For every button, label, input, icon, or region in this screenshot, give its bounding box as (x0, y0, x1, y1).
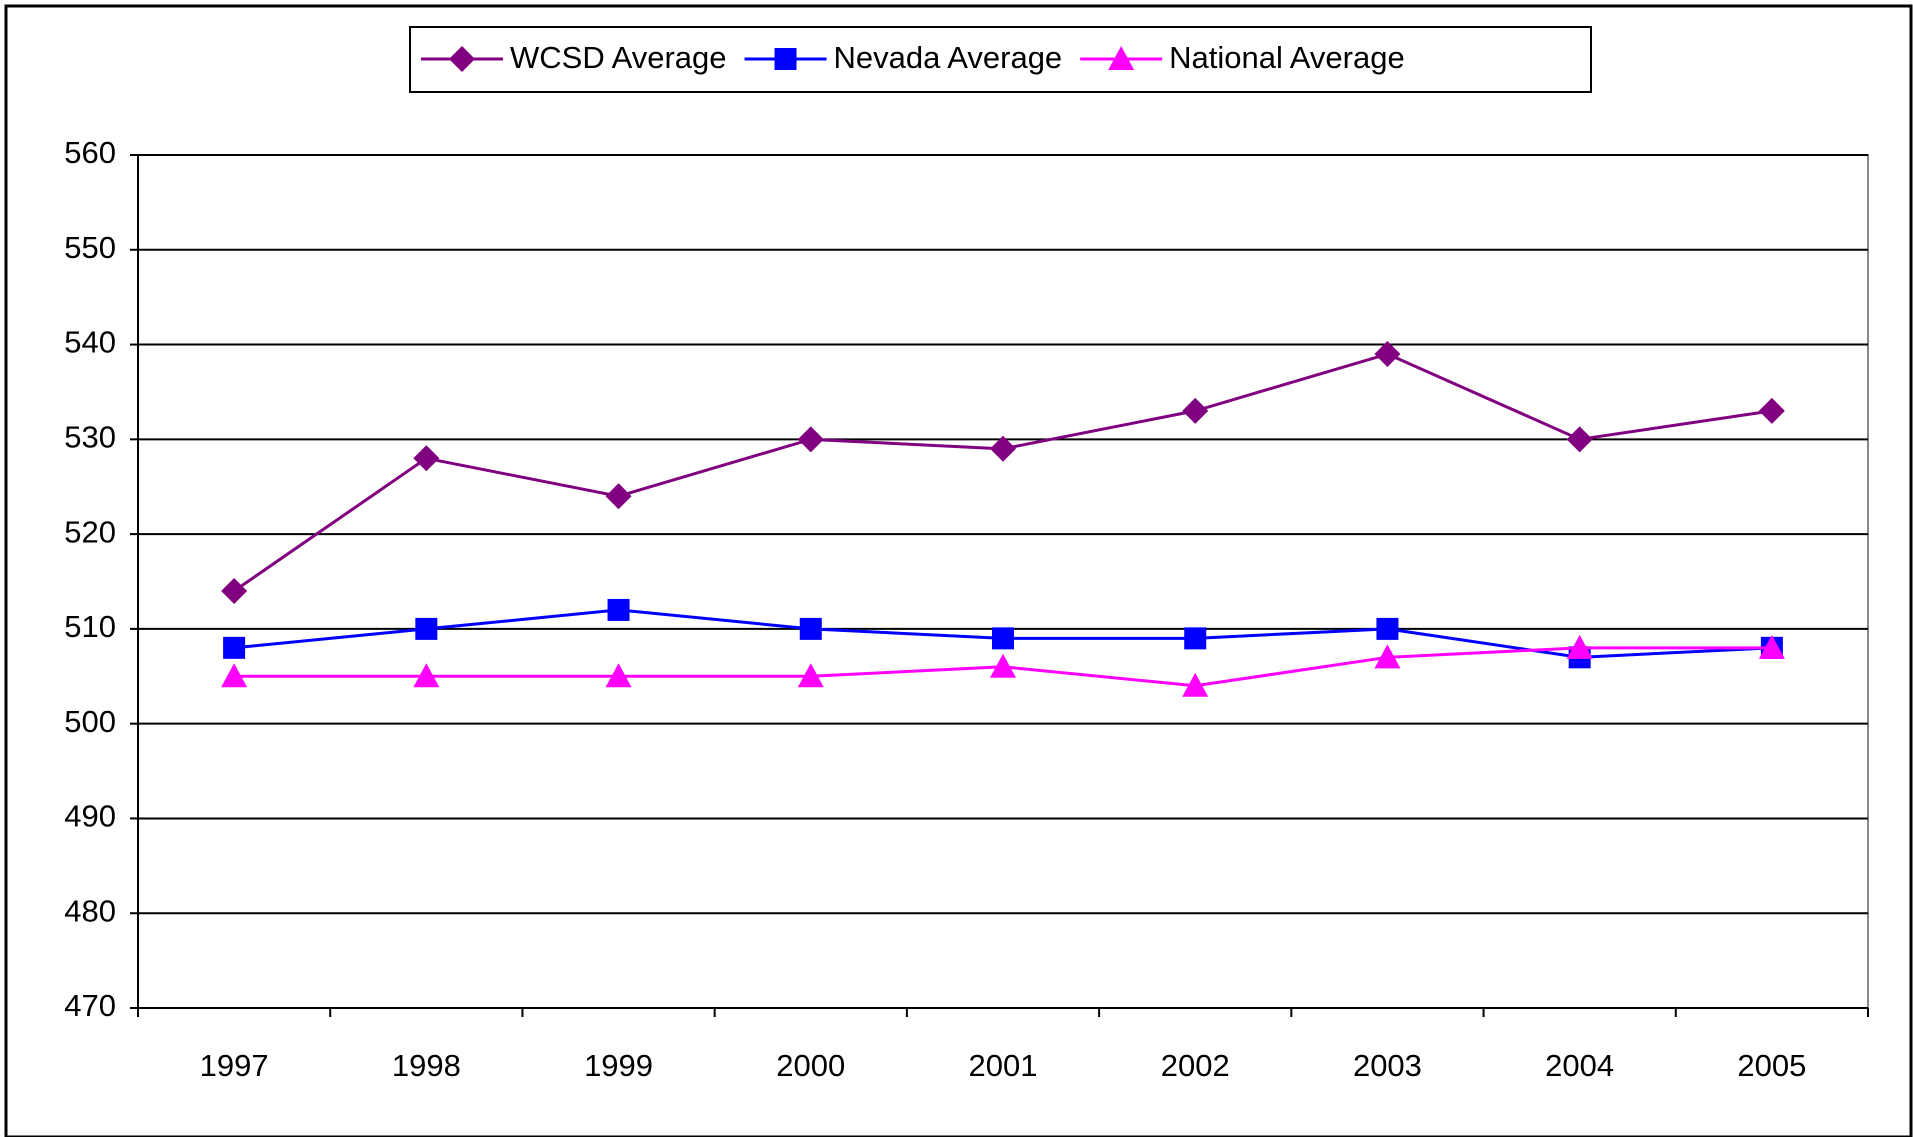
data-point (1758, 397, 1785, 424)
data-point (799, 617, 822, 640)
y-tick-label: 520 (64, 514, 116, 549)
y-tick-label: 560 (64, 135, 116, 170)
data-point (221, 577, 248, 604)
data-point (415, 617, 438, 640)
x-tick-label: 2003 (1353, 1048, 1422, 1083)
y-tick-label: 490 (64, 799, 116, 834)
x-tick-label: 2002 (1161, 1048, 1230, 1083)
legend-marker (774, 48, 797, 70)
x-tick-label: 2000 (776, 1048, 845, 1083)
data-point (1182, 397, 1209, 424)
x-tick-label: 1999 (584, 1048, 653, 1083)
x-tick-label: 1997 (200, 1048, 269, 1083)
data-point (1182, 672, 1209, 697)
data-point (605, 483, 632, 510)
data-point (1758, 634, 1785, 659)
data-point (1184, 627, 1207, 650)
y-tick-label: 530 (64, 420, 116, 455)
data-point (797, 426, 824, 453)
plot-area (137, 154, 1869, 1009)
data-point (990, 653, 1016, 678)
data-point (990, 435, 1016, 462)
data-point (605, 663, 632, 688)
x-tick-label: 2005 (1737, 1048, 1806, 1083)
data-point (413, 663, 440, 688)
legend-label: Nevada Average (834, 40, 1063, 75)
x-tick-label: 2001 (969, 1048, 1038, 1083)
data-point (797, 663, 824, 688)
data-point (607, 598, 630, 621)
x-tick-label: 2004 (1545, 1048, 1614, 1083)
legend-label: National Average (1169, 40, 1405, 75)
data-point (221, 663, 248, 688)
data-point (1374, 341, 1401, 368)
data-point (1376, 617, 1399, 640)
data-point (413, 445, 440, 472)
legend-marker (1108, 46, 1135, 70)
data-point (223, 636, 246, 659)
data-point (1374, 644, 1401, 669)
y-tick-label: 470 (64, 988, 116, 1023)
legend-marker (449, 46, 475, 72)
y-tick-label: 510 (64, 609, 116, 644)
data-point (992, 627, 1014, 650)
y-tick-label: 540 (64, 325, 116, 360)
legend-label: WCSD Average (510, 40, 727, 75)
y-tick-label: 500 (64, 704, 116, 739)
legend-box (409, 26, 1592, 93)
y-tick-label: 480 (64, 893, 116, 928)
data-point (1566, 634, 1593, 659)
x-tick-label: 1998 (392, 1048, 461, 1083)
data-point (1566, 426, 1593, 453)
y-tick-label: 550 (64, 230, 116, 265)
